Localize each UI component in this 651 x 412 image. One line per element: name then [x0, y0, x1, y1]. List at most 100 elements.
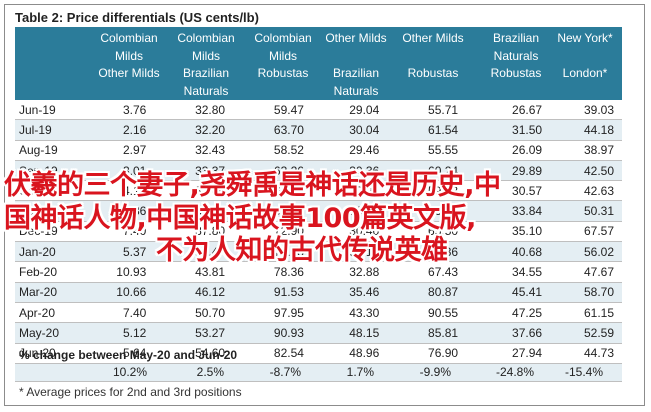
- column-header-line: Colombian: [254, 31, 312, 45]
- value-cell: 29.89: [466, 160, 551, 182]
- column-header: Colombian Milds Other Milds: [89, 30, 169, 83]
- value-cell: 42.63: [550, 180, 622, 202]
- value-cell: 3.76: [80, 100, 155, 121]
- value-cell: 48.96: [311, 343, 388, 364]
- month-cell: Jun-20: [15, 343, 81, 364]
- change-value: -8.7%: [269, 365, 301, 379]
- value-cell: 67.43: [387, 261, 467, 283]
- value-cell: 39.03: [550, 100, 622, 121]
- month-cell: Feb-20: [15, 261, 81, 283]
- column-header: New York* London*: [545, 30, 625, 83]
- column-header-line: Robustas: [257, 66, 309, 80]
- value-cell: 34.46: [154, 200, 234, 222]
- value-cell: 36.47: [154, 241, 234, 263]
- column-header: Other Milds Robustas: [393, 30, 473, 83]
- table-row: Aug-19 2.97 32.43 58.52 29.46 55.55 26.09 38.97: [15, 140, 622, 161]
- column-header-line: Brazilian: [492, 31, 540, 45]
- month-cell: Jun-19: [15, 100, 81, 121]
- column-header-line: Milds: [114, 48, 143, 63]
- value-cell: 3.01: [80, 160, 155, 182]
- value-cell: 52.59: [550, 322, 622, 344]
- table-row: Dec-19 7.40 37.80 72.90 30.40 65.50 35.10 67.57: [15, 221, 622, 243]
- value-cell: 85.81: [387, 322, 467, 344]
- footnote: * Average prices for 2nd and 3rd positio…: [19, 385, 242, 399]
- column-header-line: Brazilian: [182, 66, 230, 80]
- value-cell: 59.47: [233, 100, 312, 121]
- value-cell: 47.25: [466, 302, 551, 324]
- value-cell: 42.50: [550, 160, 622, 182]
- month-cell: Apr-20: [15, 302, 81, 324]
- value-cell: 58.70: [550, 282, 622, 303]
- value-cell: 59.48: [387, 180, 467, 202]
- value-cell: 10.93: [80, 261, 155, 283]
- value-cell: 7.40: [80, 221, 155, 243]
- column-header: Colombian Milds Brazilian Naturals: [166, 30, 246, 100]
- month-cell: Sep-19: [15, 160, 81, 182]
- value-cell: 31.50: [466, 119, 551, 141]
- value-cell: 29.46: [311, 140, 388, 161]
- value-cell: 5.64: [80, 343, 155, 364]
- value-cell: 35.46: [311, 282, 388, 303]
- column-header-line: [545, 48, 625, 66]
- value-cell: 58.52: [233, 140, 312, 161]
- value-cell: 90.93: [233, 322, 312, 344]
- value-cell: 37.66: [466, 322, 551, 344]
- value-cell: 67.57: [550, 221, 622, 243]
- value-cell: 55.71: [387, 100, 467, 121]
- month-cell: Oct-19: [15, 180, 81, 202]
- value-cell: 5.12: [80, 322, 155, 344]
- value-cell: 66.36: [387, 241, 467, 263]
- column-header-line: Naturals: [183, 83, 229, 98]
- value-cell: 76.90: [387, 343, 467, 364]
- value-cell: 45.41: [466, 282, 551, 303]
- month-cell: Dec-19: [15, 221, 81, 243]
- value-cell: 54.60: [154, 343, 234, 364]
- change-value: -9.9%: [419, 365, 451, 379]
- column-header-line: Robustas: [490, 66, 542, 80]
- value-cell: 26.67: [466, 100, 551, 121]
- table-title: Table 2: Price differentials (US cents/l…: [15, 10, 259, 25]
- value-cell: 27.94: [466, 343, 551, 364]
- table-row: Jun-20 5.64 54.60 82.54 48.96 76.90 27.94 44.73: [15, 343, 622, 364]
- column-header-line: Robustas: [407, 66, 459, 80]
- value-cell: 72.90: [233, 221, 312, 243]
- value-cell: 97.95: [233, 302, 312, 324]
- value-cell: 30.57: [466, 180, 551, 202]
- column-header-line: Milds: [268, 48, 297, 63]
- value-cell: 47.67: [550, 261, 622, 283]
- value-cell: 40.68: [466, 241, 551, 263]
- column-header-line: Colombian: [177, 31, 235, 45]
- value-cell: 44.73: [550, 343, 622, 364]
- value-cell: 43.30: [311, 302, 388, 324]
- table-row: Nov-19 4.36 34.46 68.29 30.10 63.93 33.84 50.31: [15, 200, 622, 222]
- value-cell: 48.15: [311, 322, 388, 344]
- table-row: Jul-19 2.16 32.20 63.70 30.04 61.54 31.50 44.18: [15, 119, 622, 141]
- value-cell: 10.66: [80, 282, 155, 303]
- column-header-line: London*: [562, 66, 608, 80]
- value-cell: 63.70: [233, 119, 312, 141]
- value-cell: 34.55: [466, 261, 551, 283]
- value-cell: 4.36: [80, 200, 155, 222]
- value-cell: 37.80: [154, 221, 234, 243]
- value-cell: 90.55: [387, 302, 467, 324]
- value-cell: 68.29: [233, 200, 312, 222]
- column-header-line: [393, 48, 473, 66]
- table-row: Apr-20 7.40 50.70 97.95 43.30 90.55 47.25 61.15: [15, 302, 622, 324]
- value-cell: 50.70: [154, 302, 234, 324]
- value-cell: 30.40: [311, 221, 388, 243]
- value-cell: 63.26: [233, 160, 312, 182]
- column-header-line: Brazilian: [332, 66, 380, 80]
- change-value: 2.5%: [196, 365, 224, 379]
- value-cell: 82.54: [233, 343, 312, 364]
- table-row: Jan-20 5.37 36.47 71.73 31.10 66.36 40.68 56.02: [15, 241, 622, 263]
- value-cell: 65.50: [387, 221, 467, 243]
- value-cell: 30.04: [311, 119, 388, 141]
- value-cell: 2.97: [80, 140, 155, 161]
- value-cell: 50.31: [550, 200, 622, 222]
- value-cell: 35.10: [466, 221, 551, 243]
- column-header-line: Naturals: [333, 83, 379, 98]
- month-cell: Mar-20: [15, 282, 81, 303]
- value-cell: 63.93: [387, 200, 467, 222]
- column-header: Brazilian Naturals Robustas: [476, 30, 556, 83]
- value-cell: 55.55: [387, 140, 467, 161]
